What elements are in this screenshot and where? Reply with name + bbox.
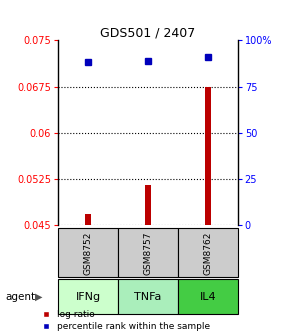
Text: ▶: ▶	[35, 292, 42, 301]
Text: TNFa: TNFa	[134, 292, 162, 301]
Bar	[85, 214, 91, 225]
Text: GSM8757: GSM8757	[143, 231, 153, 275]
Title: GDS501 / 2407: GDS501 / 2407	[100, 26, 195, 39]
Bar	[145, 185, 151, 225]
Text: agent: agent	[6, 292, 36, 301]
Text: GSM8762: GSM8762	[203, 231, 212, 275]
Text: IL4: IL4	[200, 292, 216, 301]
Bar	[205, 86, 211, 225]
Legend: log ratio, percentile rank within the sample: log ratio, percentile rank within the sa…	[42, 310, 210, 331]
Text: IFNg: IFNg	[75, 292, 101, 301]
Text: GSM8752: GSM8752	[84, 231, 93, 275]
